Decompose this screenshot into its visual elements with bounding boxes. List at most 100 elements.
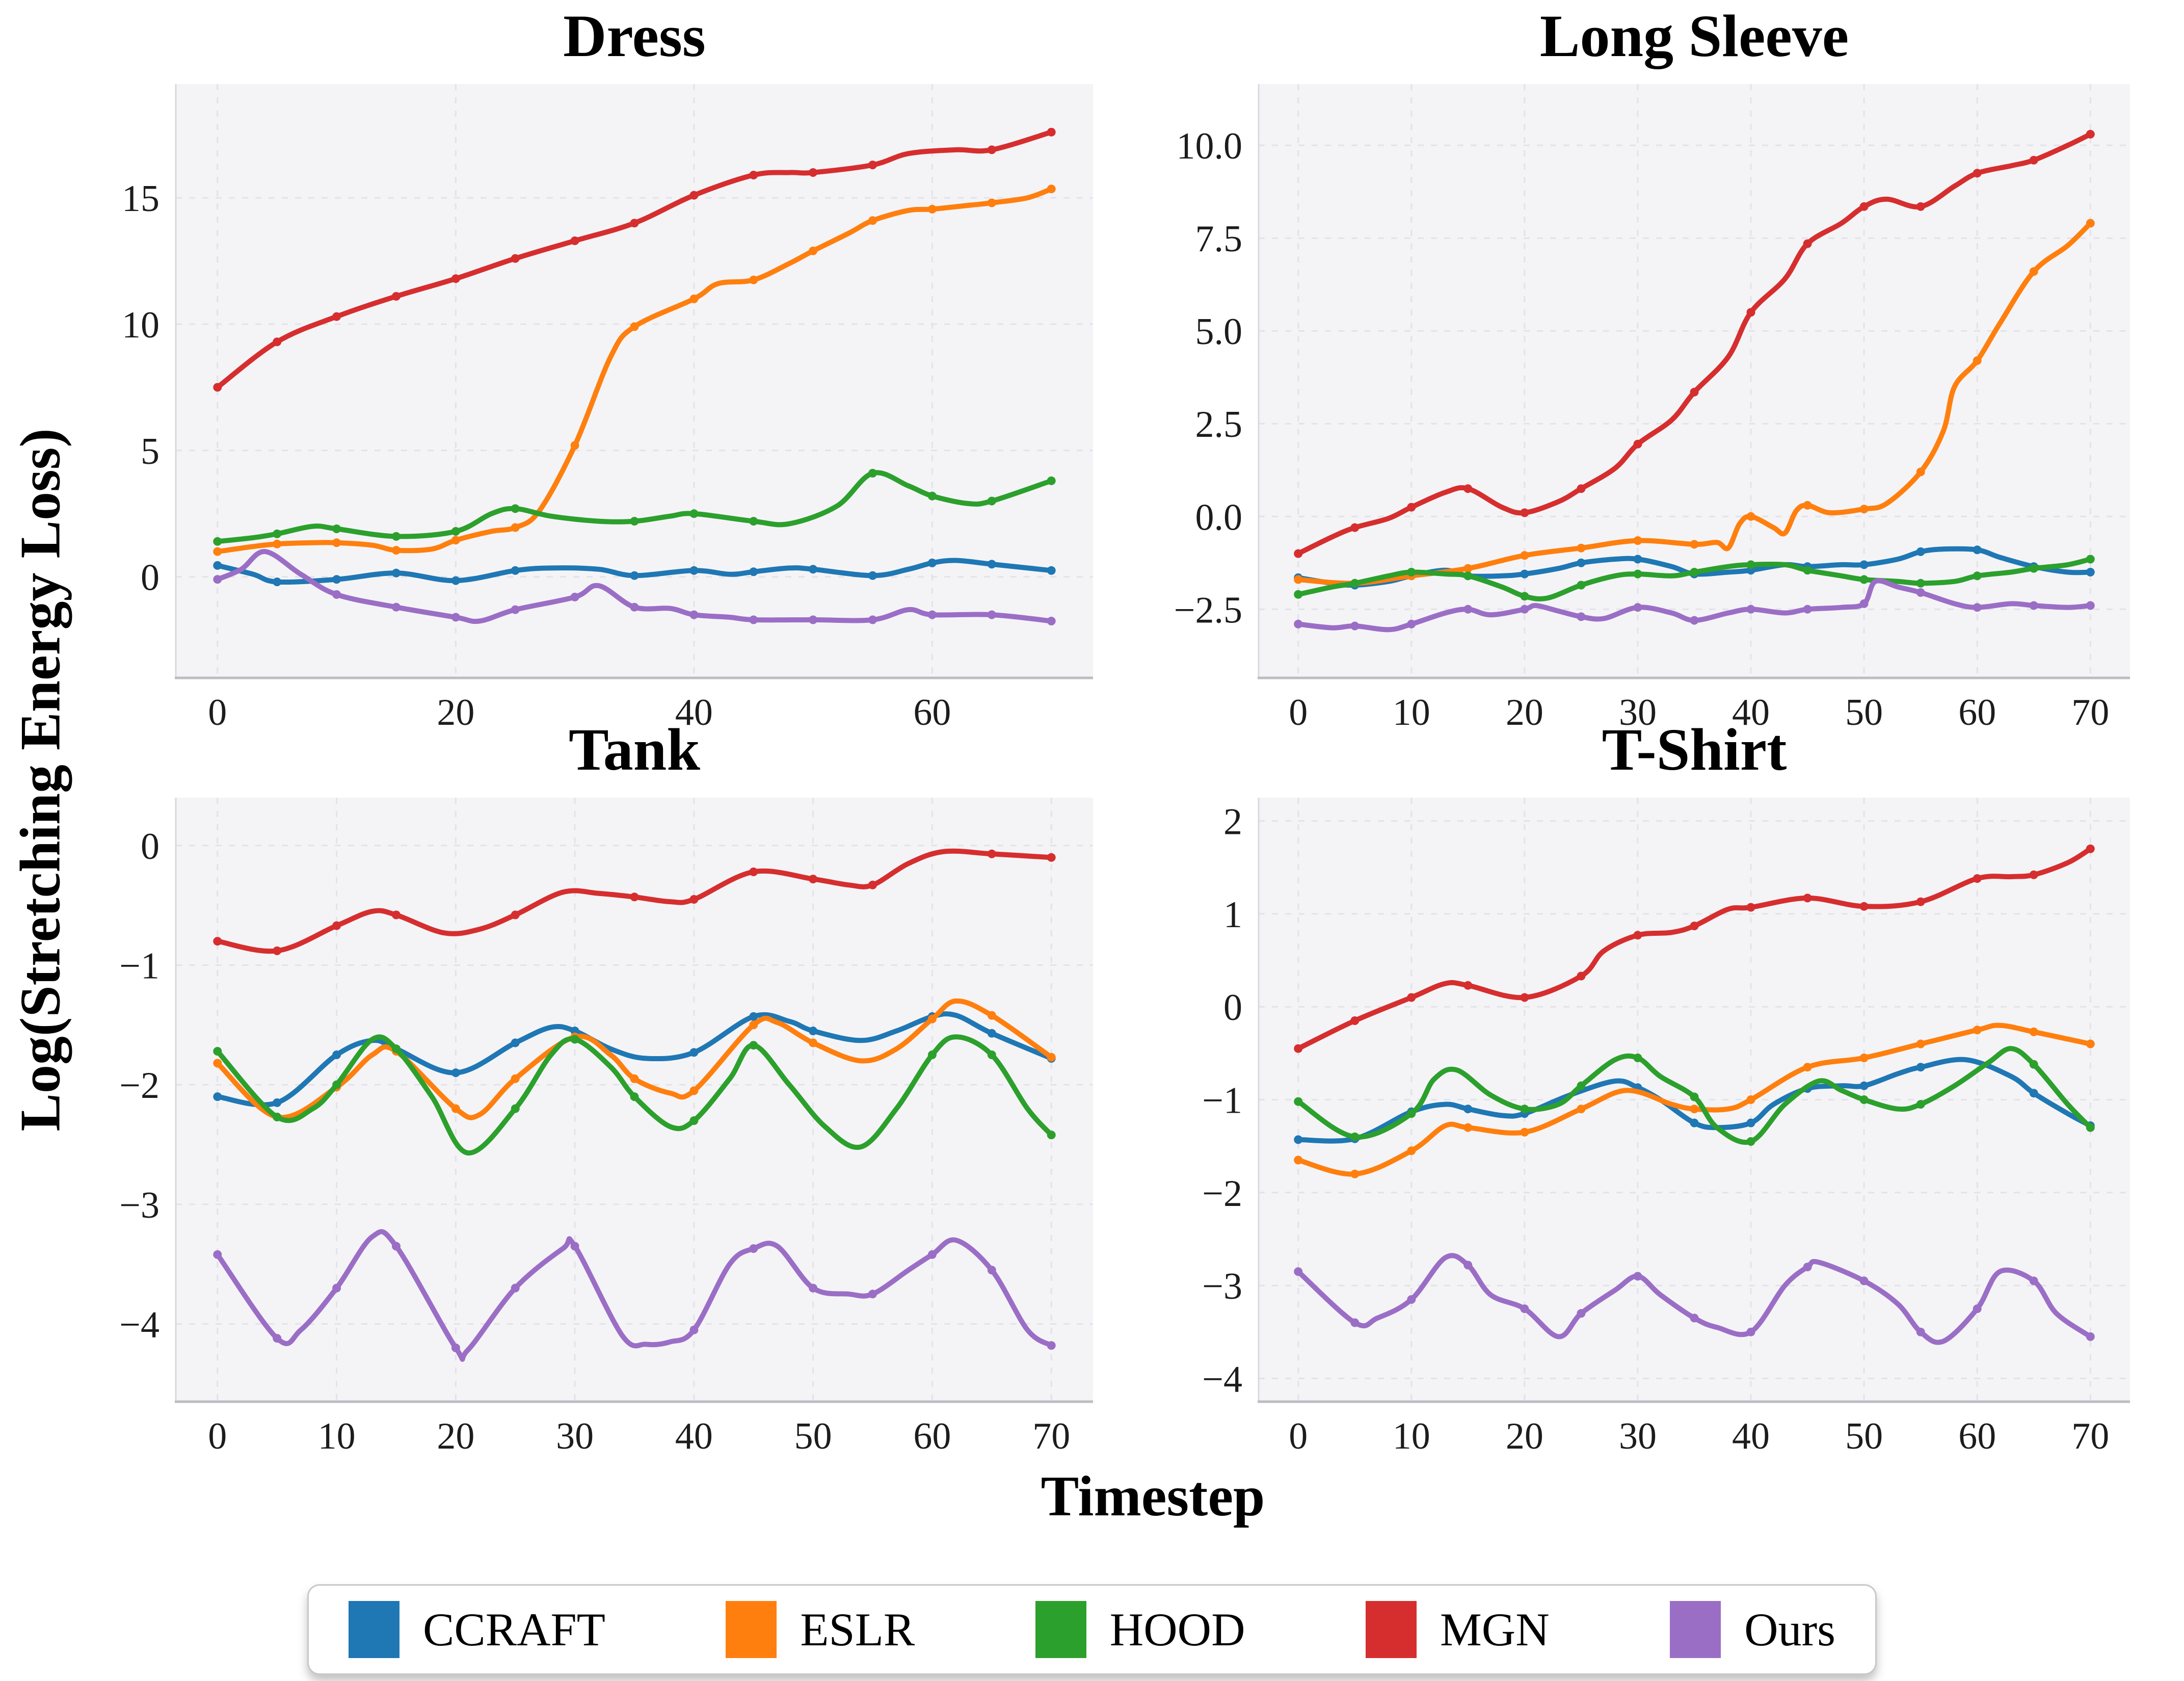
series-marker-eslr [1520,1127,1529,1137]
series-marker-mgn [1690,387,1699,397]
series-marker-mgn [689,191,699,200]
series-marker-mgn [332,312,341,321]
series-marker-hood [332,524,341,533]
series-marker-mgn [2086,844,2095,853]
series-marker-ccraft [273,1098,282,1107]
series-marker-eslr [1407,1146,1416,1155]
x-tick-label: 0 [208,1415,227,1457]
series-marker-ccraft [749,567,758,576]
series-marker-mgn [1859,202,1869,211]
y-tick-label: −3 [119,1185,159,1226]
series-marker-ours [273,1334,282,1343]
series-marker-ccraft [1633,555,1642,564]
series-marker-mgn [1047,853,1056,862]
series-marker-ccraft [332,575,341,584]
x-tick-label: 0 [1289,692,1308,733]
legend-item-ours: Ours [1670,1601,1835,1658]
series-marker-ours [1633,1272,1642,1281]
series-marker-ours [809,1283,818,1293]
chart-title-dress: Dress [563,3,706,69]
series-marker-ours [1350,621,1360,631]
legend-label-ccraft: CCRAFT [423,1604,605,1656]
series-marker-ccraft [1577,558,1586,567]
series-marker-ours [2086,1332,2095,1341]
series-marker-ours [1633,603,1642,612]
x-tick-label: 70 [2071,692,2109,733]
series-marker-eslr [689,294,699,303]
y-tick-label: 0.0 [1195,496,1243,538]
series-marker-ours [2029,1276,2038,1285]
series-marker-hood [332,1080,341,1089]
series-marker-ours [1916,1327,1925,1336]
series-marker-ours [1350,1318,1360,1327]
series-marker-ours [927,610,937,619]
series-marker-hood [868,468,877,478]
series-marker-ccraft [809,1027,818,1036]
chart-dress: 0 20 40 60 0 5 10 15 [122,84,1093,733]
series-marker-mgn [868,161,877,170]
y-tick-label: −1 [1202,1080,1242,1122]
series-marker-mgn [1520,993,1529,1002]
legend-item-hood: HOOD [1035,1601,1245,1658]
series-marker-ccraft [2029,1089,2038,1098]
x-tick-label: 20 [1506,692,1543,733]
series-marker-hood [927,1050,937,1059]
x-tick-label: 30 [1619,692,1657,733]
series-marker-mgn [809,875,818,884]
series-marker-ccraft [1916,1063,1925,1072]
series-marker-ccraft [1746,1118,1755,1127]
series-marker-mgn [1577,484,1586,493]
series-marker-eslr [1916,467,1925,477]
series-marker-mgn [1859,902,1869,911]
y-tick-label: 10.0 [1177,125,1243,167]
series-marker-ours [987,1266,996,1275]
y-tick-label: 0 [1223,987,1242,1029]
series-marker-mgn [1746,308,1755,317]
series-marker-mgn [1350,523,1360,532]
series-marker-ccraft [570,1027,579,1036]
series-marker-ours [1520,605,1529,614]
series-marker-ours [213,575,222,584]
series-marker-ccraft [213,1092,222,1101]
legend-item-mgn: MGN [1365,1601,1550,1658]
series-marker-hood [1973,571,1982,581]
series-marker-ours [1859,599,1869,608]
series-marker-hood [1520,592,1529,601]
chart-title-tank: Tank [568,716,701,783]
x-tick-label: 30 [1619,1415,1657,1457]
series-group [213,848,1056,1362]
series-marker-mgn [273,337,282,347]
series-marker-hood [511,504,520,513]
series-line-hood [1295,1046,2093,1145]
series-marker-eslr [1746,512,1755,521]
series-marker-mgn [2029,870,2038,879]
series-marker-mgn [392,910,401,920]
series-marker-ours [1463,605,1473,614]
series-marker-eslr [809,1038,818,1047]
series-marker-eslr [213,1059,222,1068]
series-marker-ours [1463,1260,1473,1270]
chart-title-t-shirt: T-Shirt [1602,716,1787,783]
y-tick-label: 2 [1223,801,1242,843]
series-marker-eslr [1916,1039,1925,1048]
x-tick-label: 70 [1032,1415,1070,1457]
series-marker-mgn [1350,1016,1360,1025]
series-marker-mgn [1463,981,1473,990]
series-marker-hood [1746,560,1755,569]
legend-swatch-ccraft [349,1601,399,1658]
y-tick-label: −4 [1202,1358,1242,1400]
series-marker-ccraft [1047,566,1056,575]
series-marker-ccraft [213,561,222,570]
series-marker-mgn [1407,993,1416,1002]
series-marker-eslr [273,539,282,548]
series-marker-hood [213,1047,222,1056]
series-marker-hood [2029,1060,2038,1069]
series-marker-ours [392,602,401,612]
x-tick-label: 20 [1506,1415,1543,1457]
series-marker-ccraft [1859,560,1869,569]
series-marker-hood [273,529,282,538]
series-marker-ours [1803,605,1812,614]
series-marker-ours [392,1242,401,1251]
series-marker-ccraft [1520,569,1529,579]
x-tick-label: 20 [437,1415,474,1457]
